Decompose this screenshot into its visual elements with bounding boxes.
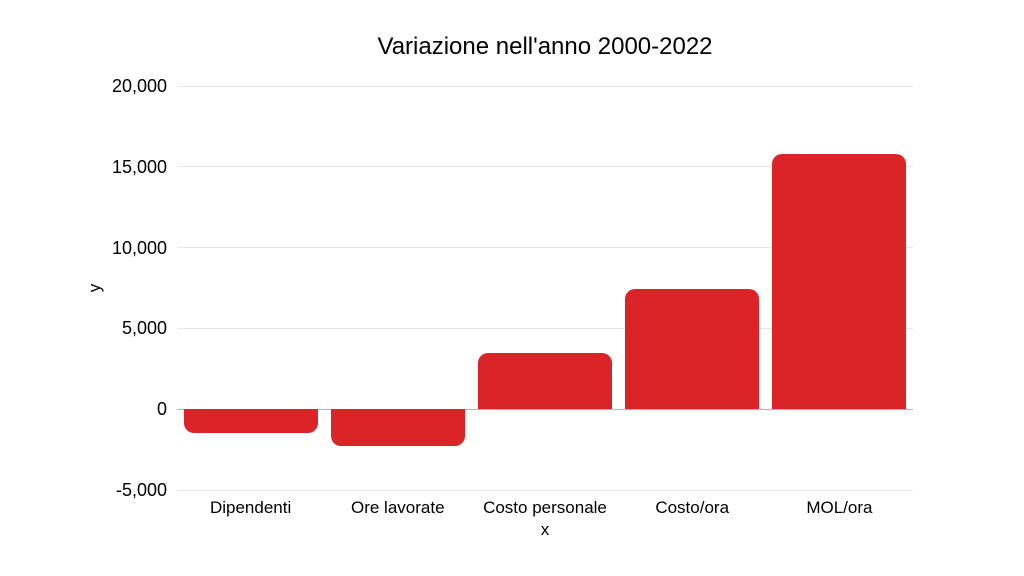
chart-title: Variazione nell'anno 2000-2022 <box>377 33 713 60</box>
bar-ore-lavorate <box>330 409 465 447</box>
zero-baseline <box>177 408 913 410</box>
bar-dipendenti <box>183 409 318 434</box>
x-category-label: Costo/ora <box>655 498 730 517</box>
x-category-label: Ore lavorate <box>351 498 445 517</box>
x-category-label: Costo personale <box>483 498 607 517</box>
y-tick-label: 0 <box>156 399 167 420</box>
y-tick-label: -5,000 <box>115 480 167 500</box>
bar-mol-ora <box>772 153 907 410</box>
y-axis-title: y <box>85 283 104 293</box>
x-category-label: MOL/ora <box>806 498 873 517</box>
gridline <box>177 327 913 329</box>
y-tick-label: 5,000 <box>121 318 167 339</box>
y-tick-label: 15,000 <box>111 156 167 177</box>
x-category-label: Dipendenti <box>209 498 292 517</box>
bar-costo-ora <box>625 288 760 410</box>
gridline <box>177 247 913 249</box>
plot-area <box>177 85 913 491</box>
gridline <box>177 85 913 87</box>
gridline <box>177 166 913 168</box>
bar-costo-personale <box>478 352 612 410</box>
y-tick-label: 10,000 <box>111 237 167 258</box>
x-axis-title: x <box>540 520 550 539</box>
gridline <box>177 489 913 491</box>
y-tick-label: 20,000 <box>111 76 167 96</box>
